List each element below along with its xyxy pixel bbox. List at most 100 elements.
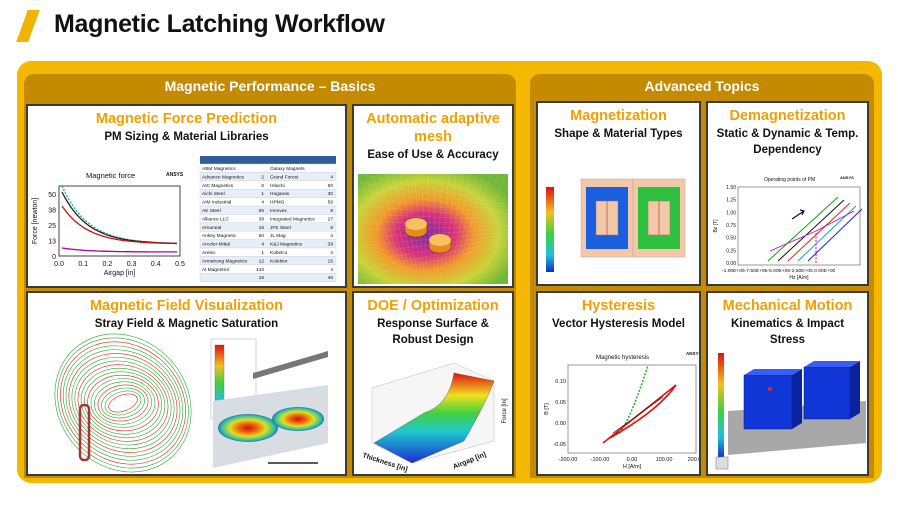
figure-text: Magnetic hysteresis: [596, 355, 649, 361]
figure-text: 4: [330, 174, 333, 180]
figure-text: 4: [261, 242, 264, 248]
figure-text: -100.00: [591, 457, 610, 463]
figure-text: 1: [261, 250, 264, 256]
figure-text: 13: [48, 239, 56, 246]
mesh-edge: [357, 173, 509, 206]
figure-text: AIM Industrial: [202, 200, 231, 206]
field-line: [97, 384, 149, 422]
figure-text: Advance Magnetics: [202, 174, 244, 180]
cube-top: [744, 369, 802, 375]
figure-text: Alliance LLC: [202, 216, 229, 222]
figure-text: 8: [330, 225, 333, 231]
hysteresis-inner: [612, 396, 664, 434]
color-bar: [718, 353, 724, 458]
figure-text: 2: [261, 174, 264, 180]
figure-text: Force [in]: [502, 398, 508, 423]
figure-text: ABM Magnetics: [202, 166, 236, 172]
mesh-edge: [392, 173, 417, 285]
figure-text: 0.75: [726, 223, 736, 229]
figure-text: 200.00: [688, 457, 699, 463]
mesh-edge: [357, 205, 509, 218]
mesh-edge: [357, 221, 509, 224]
figure-text: 6: [261, 183, 264, 189]
figure: [54, 333, 328, 473]
field-line: [65, 349, 181, 457]
figure-text: H [A/m]: [623, 464, 642, 470]
figure-text: Kolektor: [270, 258, 288, 264]
figure: [712, 349, 867, 474]
figure-text: 15: [259, 275, 265, 281]
panel-title-text: Magnetic Field Visualization: [89, 298, 284, 314]
panel-subtitle: Static & Dynamic & Temp. Dependency: [716, 128, 859, 156]
figure: Operating points of PM ANSYS 1.50 1.25 1.00 0…: [713, 175, 863, 281]
field-line: [71, 356, 175, 450]
figure-text: ANSYS: [686, 351, 699, 356]
panel-subtitle: Kinematics & Impact Stress: [730, 318, 845, 346]
figure-text: Arnuneal: [202, 225, 221, 231]
figure-text: 38: [48, 208, 56, 215]
cube-front: [803, 366, 851, 420]
figure-text: 0.2: [103, 261, 113, 268]
figure-text: Bz [T]: [713, 219, 719, 233]
mesh-edge: [454, 173, 485, 285]
panel-subtitle: Vector Hysteresis Model: [552, 318, 685, 330]
panel-title-text: Mechanical Motion: [722, 298, 853, 314]
panel-subtitle: Shape & Material Types: [554, 128, 683, 140]
field-line: [60, 341, 186, 465]
panel-title: Demagnetization Static & Dynamic & Temp. …: [712, 107, 863, 158]
figure-text: 25: [48, 223, 56, 230]
panel-subtitle: PM Sizing & Material Libraries: [104, 131, 269, 143]
figure-text: 0.50: [726, 236, 736, 242]
field-line: [68, 353, 178, 453]
figure-text: -0.05: [553, 442, 566, 448]
mesh-edge: [433, 173, 436, 285]
force-curve: [61, 247, 178, 253]
mesh-edge: [357, 189, 509, 212]
field-line: [87, 374, 159, 432]
figure-text: AK Steel: [202, 208, 221, 214]
panel-title: Hysteresis Vector Hysteresis Model: [542, 297, 695, 332]
figure-text: 56: [328, 200, 334, 206]
panel: Magnetic hysteresis ANSYS 0.10 0.05 0.00 -0.0…: [536, 291, 701, 476]
figure-text: Arcelor Mittal: [202, 242, 230, 248]
table-row: [199, 272, 337, 282]
figure-text: 1.00: [726, 210, 736, 216]
mesh-edge: [436, 173, 443, 285]
panel-title: Magnetic Force Prediction PM Sizing & Mat…: [32, 110, 341, 145]
figure-text: 50: [259, 233, 265, 239]
figure-text: 39: [328, 242, 334, 248]
mesh-edge: [385, 173, 414, 285]
figure-text: 15: [328, 258, 334, 264]
mesh-edge: [357, 240, 509, 271]
mesh-edge: [457, 173, 492, 285]
panel-title-text: Demagnetization: [729, 108, 846, 124]
figure-text: 0.3: [127, 261, 137, 268]
mesh-edge: [357, 243, 509, 279]
panel-title-text: Magnetic Force Prediction: [95, 111, 278, 127]
figure-text: 0.4: [151, 261, 161, 268]
figure-text: Hoganas: [270, 191, 290, 197]
mesh-edge: [460, 173, 499, 285]
figure-text: Armstrong Magnetics: [202, 258, 248, 264]
panel-title: Magnetization Shape & Material Types: [542, 107, 695, 142]
mesh-edge: [357, 225, 509, 231]
figure-text: -200.00: [559, 457, 578, 463]
figure-text: -1.00E+06-7.50E+05-5.00E+05-2.50E+05 0.0…: [722, 268, 836, 274]
figure-text: 4: [330, 233, 333, 239]
panel-title: Automatic adaptive mesh Ease of Use & Acc…: [358, 110, 508, 163]
figure-text: K&J Magnetics: [270, 242, 303, 248]
mesh-edge: [463, 173, 506, 285]
panel-title: Mechanical Motion Kinematics & Impact Str…: [712, 297, 863, 348]
panel-title-text: Automatic adaptive mesh: [366, 111, 500, 145]
panel-title-text: Hysteresis: [581, 298, 656, 314]
mesh-edge: [378, 173, 411, 285]
figure-text: 0.0: [54, 261, 64, 268]
panel: Operating points of PM ANSYS 1.50 1.25 1.00 0…: [706, 101, 869, 286]
section-header: Magnetic Performance – Basics: [24, 74, 516, 99]
figure-text: 0: [52, 254, 56, 261]
figure-text: 46: [328, 275, 334, 281]
figure-text: 0.00: [627, 457, 638, 463]
figure-text: 27: [328, 216, 334, 222]
mesh-edge: [371, 173, 408, 285]
